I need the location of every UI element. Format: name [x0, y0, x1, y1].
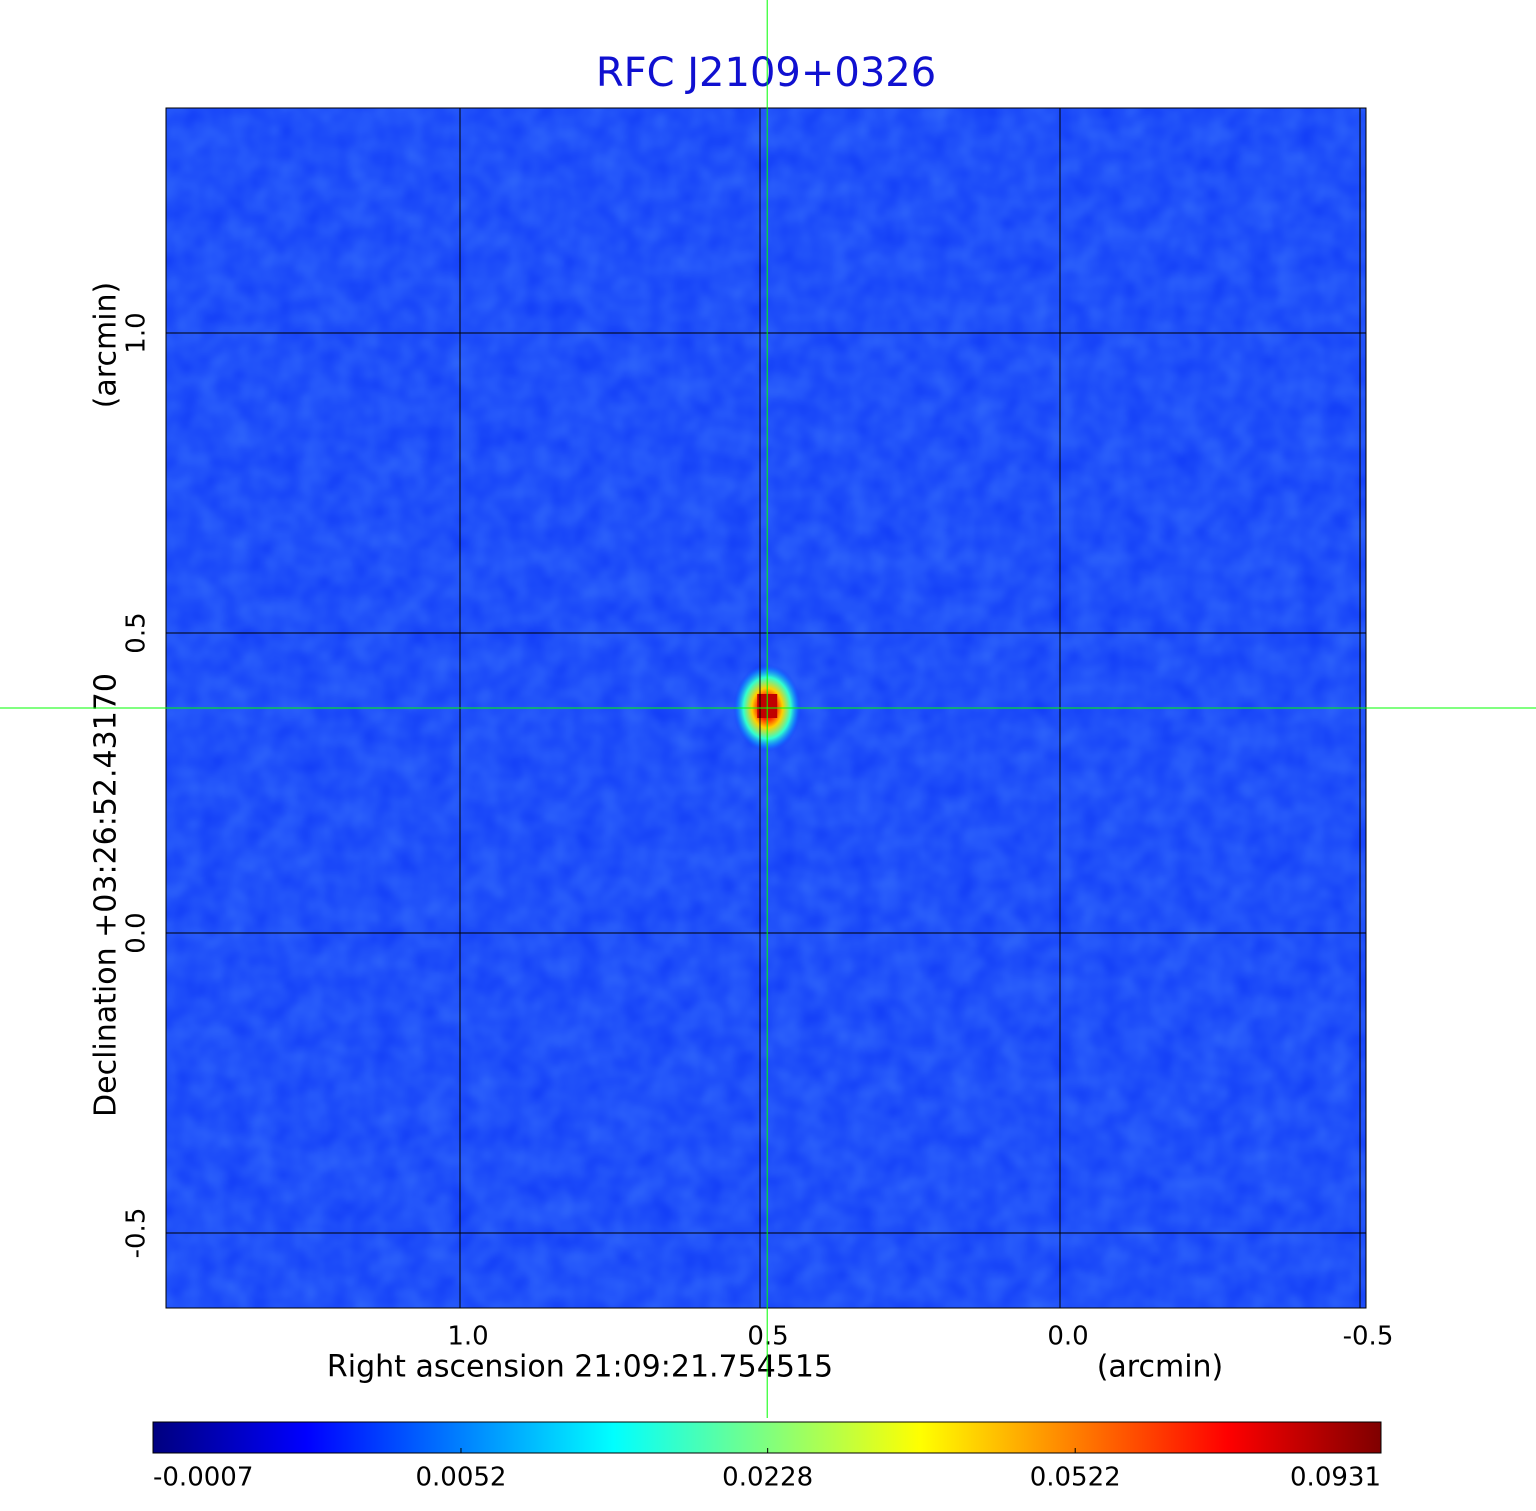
x-axis-label: Right ascension 21:09:21.754515 [327, 1350, 833, 1385]
colorbar [152, 1421, 1382, 1454]
colorbar-tick-label: 0.0931 [1290, 1463, 1381, 1493]
y-axis-unit: (arcmin) [89, 282, 124, 409]
y-axis-label: Declination +03:26:52.43170 [89, 673, 124, 1117]
colorbar-tick-label: -0.0007 [153, 1463, 253, 1493]
x-tick-label: 1.0 [447, 1322, 488, 1352]
y-tick-label: 0.0 [122, 912, 152, 953]
y-tick-label: 0.5 [122, 612, 152, 653]
chart-title: RFC J2109+0326 [596, 50, 936, 96]
x-axis-unit: (arcmin) [1097, 1350, 1224, 1385]
x-tick-label: -0.5 [1343, 1322, 1394, 1352]
y-tick-label: -0.5 [122, 1208, 152, 1259]
colorbar-tick-label: 0.0228 [722, 1463, 813, 1493]
y-tick-label: 1.0 [122, 312, 152, 353]
x-tick-label: 0.0 [1047, 1322, 1088, 1352]
colorbar-tick-label: 0.0522 [1030, 1463, 1121, 1493]
colorbar-tick-label: 0.0052 [415, 1463, 506, 1493]
x-tick-label: 0.5 [747, 1322, 788, 1352]
